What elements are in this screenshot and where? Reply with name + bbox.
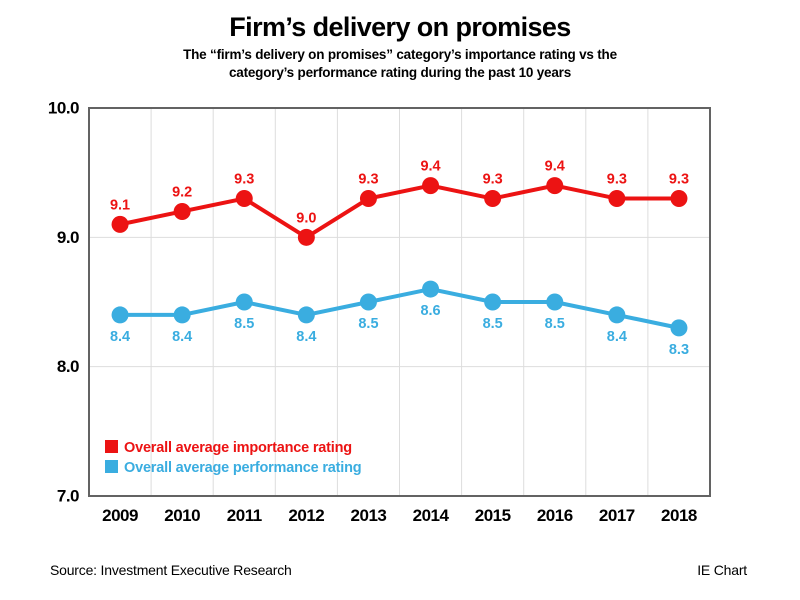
legend-swatch-performance bbox=[105, 460, 118, 473]
performance-point-label: 8.5 bbox=[545, 316, 565, 332]
x-axis-tick-label: 2013 bbox=[351, 506, 387, 525]
x-axis-tick-label: 2016 bbox=[537, 506, 573, 525]
importance-line bbox=[118, 183, 681, 240]
y-axis-tick-label: 9.0 bbox=[57, 228, 79, 247]
legend-label-importance: Overall average importance rating bbox=[124, 440, 352, 456]
performance-point bbox=[235, 293, 253, 311]
importance-point-label: 9.3 bbox=[358, 172, 378, 188]
legend-swatch-importance bbox=[105, 440, 118, 453]
performance-point-label: 8.4 bbox=[110, 329, 130, 345]
performance-point-label: 8.5 bbox=[483, 316, 503, 332]
performance-point-label: 8.6 bbox=[420, 303, 440, 319]
x-axis-tick-label: 2009 bbox=[102, 506, 138, 525]
importance-point-label: 9.3 bbox=[234, 172, 254, 188]
chart-credit: IE Chart bbox=[697, 562, 747, 578]
x-axis-tick-label: 2012 bbox=[288, 506, 324, 525]
performance-point bbox=[608, 306, 626, 324]
importance-point-label: 9.1 bbox=[110, 197, 130, 213]
x-axis-tick-label: 2018 bbox=[661, 506, 697, 525]
importance-point bbox=[608, 190, 626, 208]
importance-point bbox=[422, 177, 440, 195]
performance-point bbox=[546, 293, 564, 311]
performance-point bbox=[422, 280, 440, 298]
performance-point-label: 8.3 bbox=[669, 342, 689, 358]
importance-point-label: 9.4 bbox=[545, 159, 565, 175]
performance-point bbox=[111, 306, 129, 324]
performance-point bbox=[670, 319, 688, 337]
importance-point-label: 9.4 bbox=[420, 159, 440, 175]
importance-point bbox=[546, 177, 564, 195]
chart-title: Firm’s delivery on promises bbox=[229, 12, 571, 42]
performance-point bbox=[173, 306, 191, 324]
x-axis-tick-label: 2017 bbox=[599, 506, 635, 525]
chart-subtitle-line1: The “firm’s delivery on promises” catego… bbox=[183, 47, 617, 62]
performance-point-label: 8.4 bbox=[172, 329, 192, 345]
chart-subtitle: The “firm’s delivery on promises” catego… bbox=[0, 46, 800, 82]
chart-subtitle-line2: category’s performance rating during the… bbox=[228, 65, 572, 80]
importance-point bbox=[359, 190, 377, 208]
performance-point-label: 8.5 bbox=[234, 316, 254, 332]
legend-label-performance: Overall average performance rating bbox=[124, 460, 361, 476]
y-axis-tick-label: 7.0 bbox=[57, 487, 79, 506]
importance-point bbox=[297, 228, 315, 246]
performance-point bbox=[484, 293, 502, 311]
performance-point-label: 8.4 bbox=[296, 329, 316, 345]
x-axis-tick-label: 2011 bbox=[227, 506, 262, 525]
source-note: Source: Investment Executive Research bbox=[50, 562, 292, 578]
performance-point-label: 8.5 bbox=[358, 316, 378, 332]
y-axis-tick-label: 8.0 bbox=[57, 357, 79, 376]
importance-point-label: 9.2 bbox=[172, 184, 192, 200]
x-axis-tick-label: 2010 bbox=[164, 506, 200, 525]
importance-point bbox=[173, 202, 191, 220]
importance-point-label: 9.3 bbox=[483, 172, 503, 188]
importance-point-label: 9.3 bbox=[607, 172, 627, 188]
performance-line bbox=[118, 287, 681, 330]
importance-point-label: 9.0 bbox=[296, 210, 316, 226]
importance-point-label: 9.3 bbox=[669, 172, 689, 188]
plot-border bbox=[88, 107, 711, 497]
importance-point bbox=[484, 190, 502, 208]
performance-point-label: 8.4 bbox=[607, 329, 627, 345]
y-axis-tick-label: 10.0 bbox=[48, 99, 79, 118]
x-axis-tick-label: 2015 bbox=[475, 506, 511, 525]
importance-point bbox=[235, 190, 253, 208]
importance-point bbox=[111, 215, 129, 233]
performance-point bbox=[359, 293, 377, 311]
importance-point bbox=[670, 190, 688, 208]
x-axis-tick-label: 2014 bbox=[413, 506, 450, 525]
performance-point bbox=[297, 306, 315, 324]
